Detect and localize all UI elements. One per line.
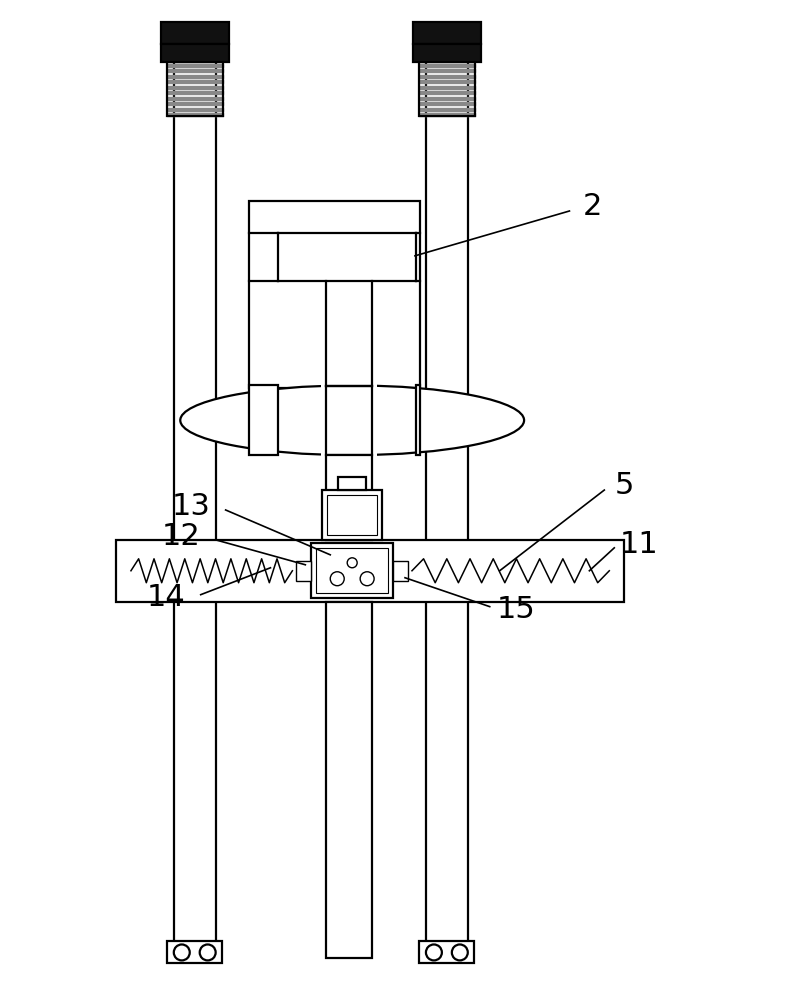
Bar xyxy=(415,385,419,455)
Bar xyxy=(311,543,393,598)
Bar xyxy=(251,235,278,279)
Text: 11: 11 xyxy=(619,530,657,559)
Bar xyxy=(326,386,371,455)
Bar xyxy=(316,548,388,593)
Bar xyxy=(327,495,376,535)
Circle shape xyxy=(451,944,467,960)
Circle shape xyxy=(200,944,216,960)
Ellipse shape xyxy=(180,385,523,455)
Text: 15: 15 xyxy=(496,595,534,624)
Text: 2: 2 xyxy=(581,192,601,221)
Bar xyxy=(321,384,376,456)
Bar xyxy=(413,22,480,44)
Bar xyxy=(418,62,474,116)
Bar xyxy=(166,62,222,116)
Text: 14: 14 xyxy=(147,583,186,612)
Bar xyxy=(393,561,407,581)
Bar xyxy=(296,561,311,581)
Bar xyxy=(116,540,624,602)
Circle shape xyxy=(360,572,374,586)
Bar xyxy=(161,22,229,44)
Text: 5: 5 xyxy=(614,471,633,500)
Text: 13: 13 xyxy=(172,492,210,521)
Circle shape xyxy=(347,558,357,568)
Bar xyxy=(413,44,480,62)
Bar xyxy=(338,477,366,490)
Bar xyxy=(161,44,229,62)
Bar xyxy=(174,37,216,958)
Bar xyxy=(322,490,382,540)
Circle shape xyxy=(426,944,441,960)
Circle shape xyxy=(174,944,190,960)
Bar xyxy=(426,37,467,958)
Bar xyxy=(419,941,474,963)
Bar xyxy=(248,385,278,455)
Bar xyxy=(326,455,371,540)
Circle shape xyxy=(330,572,344,586)
Bar xyxy=(326,602,371,958)
Bar xyxy=(167,941,222,963)
Bar xyxy=(280,235,414,279)
Bar xyxy=(248,201,419,388)
Text: 12: 12 xyxy=(161,522,200,551)
